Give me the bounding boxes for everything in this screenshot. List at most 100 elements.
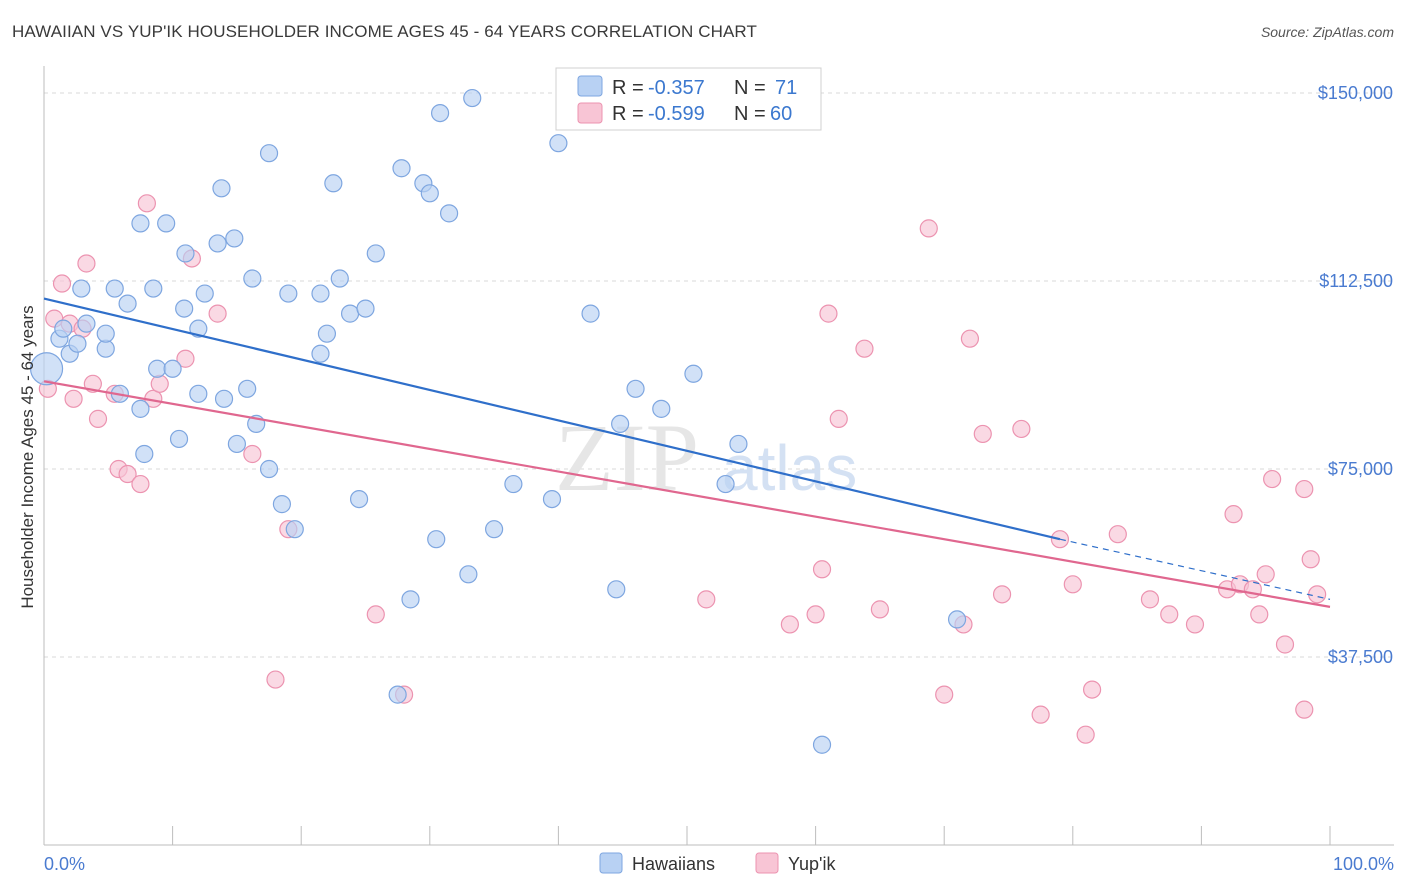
hawaiians-n-value: 71 [775,77,797,99]
yupik-point [64,389,83,408]
y-tick-label: $75,000 [1328,459,1393,479]
hawaiians-swatch [577,75,603,97]
hawaiians-point [504,474,523,494]
yupik-point [1076,725,1095,744]
grid-lines [44,92,1394,658]
yupik-point [266,670,285,689]
hawaiians-point [238,379,257,398]
hawaiians-point [607,580,626,599]
hawaiians-point [317,324,337,343]
yupik-point [1082,680,1102,699]
x-tick-labels: 0.0% 100.0% [44,854,1394,874]
hawaiians-point [96,324,115,343]
hawaiians-point [439,204,459,223]
hawaiians-point [611,414,630,434]
hawaiians-point [311,284,330,303]
x-tick-label: 0.0% [44,854,85,874]
y-tick-label: $112,500 [1319,271,1393,291]
hawaiians-point [279,284,298,303]
hawaiians-point [430,103,450,123]
trend-lines [43,297,1331,608]
hawaiians-point [330,269,349,288]
hawaiians-point [195,284,214,303]
hawaiians-point [144,279,163,298]
hawaiians-r-value: -0.357 [648,77,705,99]
yupik-r-value: -0.599 [648,103,705,125]
yupik-point [208,304,227,323]
yupik-point [1140,590,1160,609]
yupik-point [855,339,874,358]
hawaiians-point [29,352,64,386]
hawaiians-point [716,474,735,494]
yupik-point [973,424,992,444]
hawaiians-point [420,184,439,203]
hawaiians-point [549,134,568,153]
yupik-n-label: N = [734,103,766,125]
yupik-point [960,329,980,348]
hawaiians-point [459,565,478,584]
hawaiians-point [227,434,246,454]
y-tick-labels: $37,500 $75,000 $112,500 $150,000 [1318,83,1393,667]
hawaiians-point [285,520,304,539]
hawaiians-point [729,434,748,454]
yupik-point [1224,505,1243,524]
hawaiians-point [169,429,189,449]
yupik-point [812,560,832,579]
hawaiians-point [176,244,195,263]
hawaiians-point [131,399,150,418]
yupik-point [697,590,716,609]
hawaiians-point [388,685,407,704]
yupik-point [780,615,799,634]
series-legend: Hawaiians Yup'ik [599,852,836,874]
hawaiians-point [72,279,91,298]
hawaiians-point [212,179,231,198]
yupik-swatch [577,102,603,124]
hawaiians-trend-extension [1059,538,1331,600]
yupik-point [1108,525,1127,544]
hawaiians-point [812,735,832,754]
watermark: ZIP atlas [555,404,857,511]
stats-legend: R = -0.357 N = 71 R = -0.599 N = 60 [555,67,822,131]
yupik-point [1275,635,1295,654]
hawaiians-point [366,244,385,263]
yupik-point [1295,479,1314,499]
hawaiians-point [77,314,96,333]
hawaiians-point [163,359,182,378]
yupik-point [1308,585,1327,604]
yupik-r-label: R = [612,103,644,125]
hawaiians-point [947,610,967,629]
hawaiians-point [485,520,504,539]
yupik-point [1263,469,1282,489]
yupik-point [1295,700,1314,719]
hawaiians-points [29,88,967,754]
hawaiians-point [340,304,360,323]
hawaiians-point [189,384,208,403]
yupik-point [52,274,72,293]
hawaiians-point [542,489,562,509]
hawaiians-point [135,444,154,464]
hawaiians-point [148,359,167,378]
yupik-point [1185,615,1205,634]
hawaiians-point [311,344,330,363]
hawaiians-point [427,530,446,549]
legend-hawaiians-label: Hawaiians [632,854,715,874]
yupik-point [150,374,169,393]
yupik-point [819,304,838,323]
yupik-point [1031,705,1050,724]
yupik-point [243,444,262,464]
hawaiians-point [214,389,234,408]
hawaiians-point [157,214,176,233]
hawaiians-n-label: N = [734,77,766,99]
legend-yupik-label: Yup'ik [788,854,836,874]
yupik-point [88,409,108,428]
hawaiians-point [175,299,194,318]
yupik-point [1256,565,1275,584]
hawaiians-point [272,495,292,514]
yupik-point [829,409,848,428]
hawaiians-point [189,319,208,338]
chart-title: HAWAIIAN VS YUP'IK HOUSEHOLDER INCOME AG… [12,22,757,41]
hawaiians-point [349,489,369,509]
axes [43,66,1394,846]
hawaiians-trend-line [43,297,1061,541]
